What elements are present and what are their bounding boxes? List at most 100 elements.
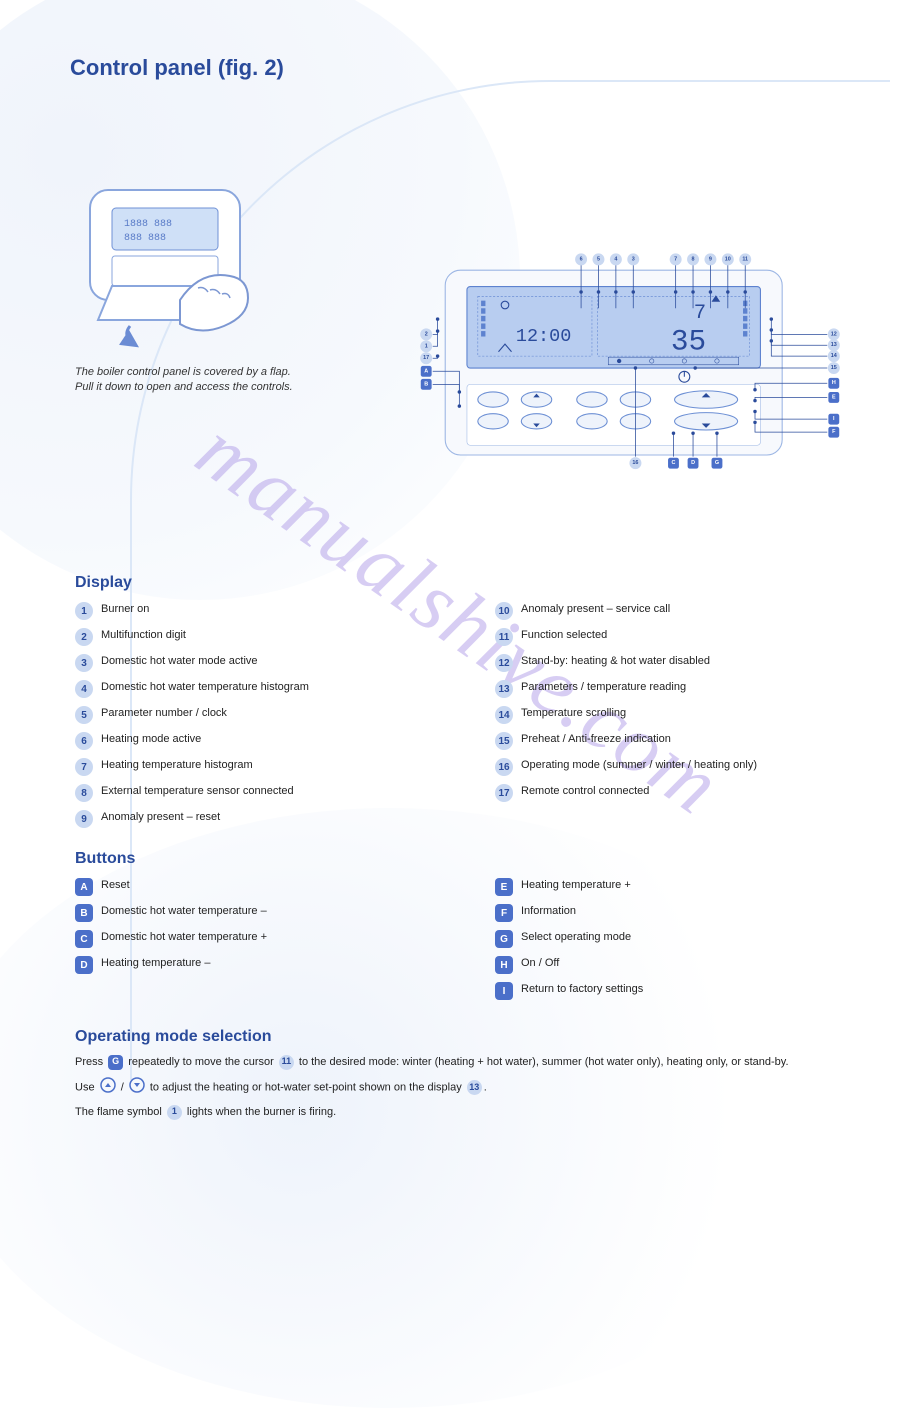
display-badge: 6 — [75, 732, 93, 750]
button-legend-row: E Heating temperature + — [495, 878, 875, 896]
display-legend-row: 12 Stand-by: heating & hot water disabled — [495, 654, 875, 672]
legend-label: Heating mode active — [101, 732, 201, 746]
display-badge: 12 — [495, 654, 513, 672]
svg-text:7: 7 — [674, 256, 677, 262]
display-legend-row: 9 Anomaly present – reset — [75, 810, 455, 828]
legend-label: Select operating mode — [521, 930, 631, 944]
inline-button-g: G — [108, 1055, 123, 1070]
legend-label: Information — [521, 904, 576, 918]
legend-label: Heating temperature – — [101, 956, 210, 970]
svg-text:14: 14 — [831, 353, 837, 359]
lcd-clock: 12:00 — [516, 326, 571, 347]
legend-label: Parameter number / clock — [101, 706, 227, 720]
procedure-line-1: Press G repeatedly to move the cursor 11… — [75, 1054, 855, 1071]
display-legend-row: 17Remote control connected — [495, 784, 875, 802]
legend-label: Heating temperature histogram — [101, 758, 253, 772]
legend-label: Burner on — [101, 602, 149, 616]
display-legend-row: 2Multifunction digit — [75, 628, 455, 646]
svg-text:G: G — [715, 460, 719, 466]
button-legend-row: I Return to factory settings — [495, 982, 875, 1000]
flap-note: The boiler control panel is covered by a… — [75, 365, 305, 395]
display-badge: 17 — [495, 784, 513, 802]
button-badge: C — [75, 930, 93, 948]
page-title: Control panel (fig. 2) — [70, 55, 284, 81]
button-badge: F — [495, 904, 513, 922]
svg-text:16: 16 — [632, 460, 638, 466]
svg-text:3: 3 — [632, 256, 635, 262]
button-legend-row: AReset — [75, 878, 455, 896]
display-badge: 1 — [75, 602, 93, 620]
button-badge: I — [495, 982, 513, 1000]
legend-label: Anomaly present – reset — [101, 810, 220, 824]
legend-label: Parameters / temperature reading — [521, 680, 686, 694]
display-badge: 13 — [495, 680, 513, 698]
lcd-top-num: 7 — [694, 302, 706, 325]
legend-label: Domestic hot water temperature histogram — [101, 680, 309, 694]
legend-label: On / Off — [521, 956, 559, 970]
button-legend-row: D Heating temperature – — [75, 956, 455, 974]
legend-label: Temperature scrolling — [521, 706, 626, 720]
button-badge: D — [75, 956, 93, 974]
svg-text:10: 10 — [725, 256, 731, 262]
display-legend-row: 1 Burner on — [75, 602, 455, 620]
display-badge: 3 — [75, 654, 93, 672]
svg-text:8: 8 — [692, 256, 695, 262]
svg-text:6: 6 — [580, 256, 583, 262]
display-legend-row: 5 Parameter number / clock — [75, 706, 455, 724]
procedure-title: Operating mode selection — [75, 1028, 855, 1046]
legend-label: Domestic hot water temperature + — [101, 930, 267, 944]
display-legend-row: 8 External temperature sensor connected — [75, 784, 455, 802]
lcd-main-num: 35 — [671, 326, 706, 359]
svg-text:9: 9 — [709, 256, 712, 262]
svg-text:2: 2 — [425, 331, 428, 337]
svg-text:5: 5 — [597, 256, 600, 262]
legend-label: Return to factory settings — [521, 982, 643, 996]
display-legend-row: 3 Domestic hot water mode active — [75, 654, 455, 672]
button-legend-row: C Domestic hot water temperature + — [75, 930, 455, 948]
display-legend-row: 7Heating temperature histogram — [75, 758, 455, 776]
legend-label: Anomaly present – service call — [521, 602, 670, 616]
display-badge: 5 — [75, 706, 93, 724]
svg-text:B: B — [424, 381, 428, 387]
svg-text:15: 15 — [831, 365, 837, 371]
procedure-section: Operating mode selection Press G repeate… — [75, 1014, 855, 1127]
display-legend-row: 16 Operating mode (summer / winter / heat… — [495, 758, 875, 776]
legend-label: Operating mode (summer / winter / heatin… — [521, 758, 757, 772]
button-badge: E — [495, 878, 513, 896]
button-badge: H — [495, 956, 513, 974]
legend-label: Stand-by: heating & hot water disabled — [521, 654, 710, 668]
up-triangle-icon — [100, 1077, 116, 1099]
down-triangle-icon — [129, 1077, 145, 1099]
display-badge: 8 — [75, 784, 93, 802]
svg-text:888 888: 888 888 — [124, 233, 166, 244]
button-legend-row: H On / Off — [495, 956, 875, 974]
display-badge: 11 — [495, 628, 513, 646]
button-badge: B — [75, 904, 93, 922]
svg-text:C: C — [672, 460, 676, 466]
svg-text:4: 4 — [614, 256, 617, 262]
display-legend-row: 4Domestic hot water temperature histogra… — [75, 680, 455, 698]
svg-text:12: 12 — [831, 331, 837, 337]
procedure-line-2: Use / to adjust the heating or hot-water… — [75, 1077, 855, 1099]
buttons-section-title: Buttons — [75, 850, 875, 868]
button-legend-row: F Information — [495, 904, 875, 922]
svg-text:11: 11 — [742, 256, 748, 262]
display-badge: 15 — [495, 732, 513, 750]
display-section-title: Display — [75, 574, 875, 592]
svg-text:E: E — [832, 394, 836, 400]
legend-label: Multifunction digit — [101, 628, 186, 642]
legend-label: Domestic hot water temperature – — [101, 904, 267, 918]
inset-illustration: 1888 888 888 888 — [70, 180, 290, 350]
legend-label: Function selected — [521, 628, 607, 642]
display-badge: 9 — [75, 810, 93, 828]
procedure-line-3: The flame symbol 1 lights when the burne… — [75, 1104, 855, 1121]
display-badge: 16 — [495, 758, 513, 776]
svg-text:17: 17 — [423, 355, 429, 361]
display-legend-row: 11 Function selected — [495, 628, 875, 646]
legend-label: Domestic hot water mode active — [101, 654, 258, 668]
legend-label: External temperature sensor connected — [101, 784, 294, 798]
device-diagram: 12:00 7 35 — [380, 120, 880, 540]
legend-label: Heating temperature + — [521, 878, 631, 892]
svg-text:13: 13 — [831, 342, 837, 348]
inline-ref-13: 13 — [467, 1080, 482, 1095]
